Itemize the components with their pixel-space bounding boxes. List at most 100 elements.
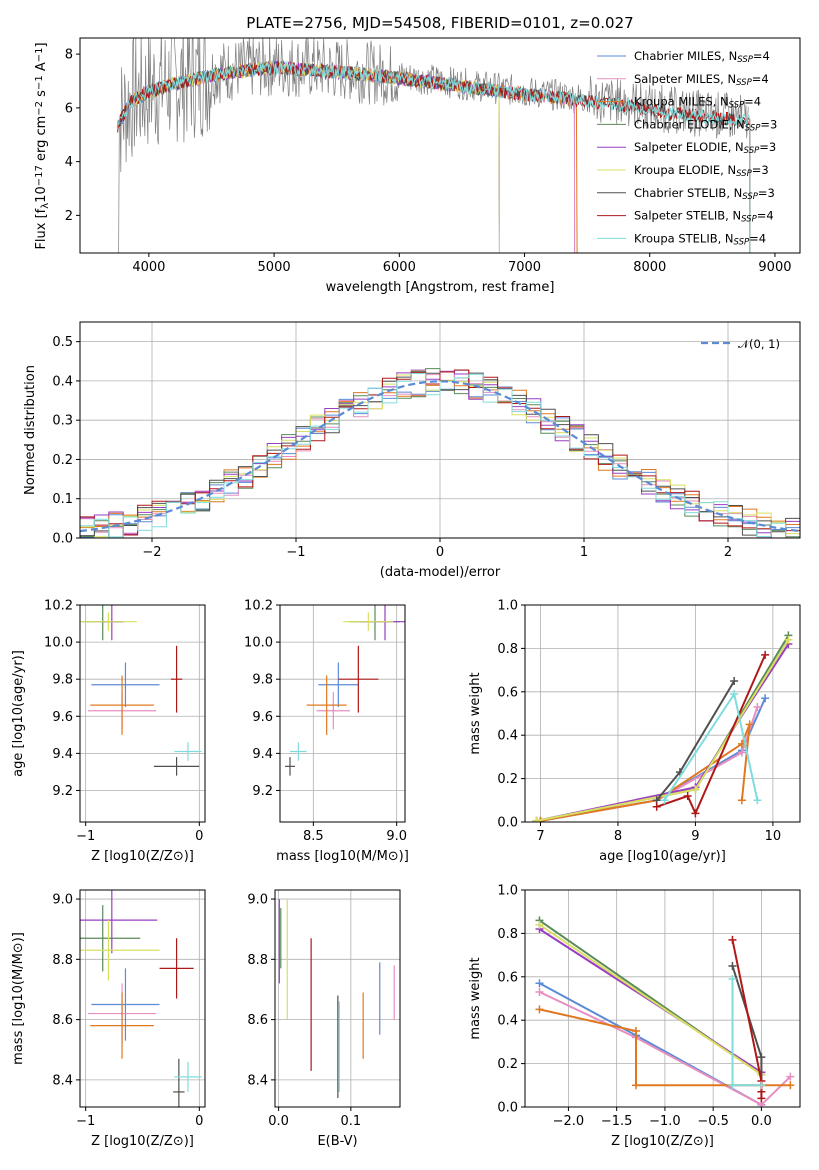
x-tick-label: −1: [76, 829, 95, 844]
y-tick-label: 0.4: [52, 374, 73, 389]
weight-marker: [535, 1005, 544, 1014]
x-tick-label: 1: [580, 545, 588, 560]
weight-marker: [757, 1053, 766, 1062]
weight-marker: [753, 702, 762, 711]
weight-marker: [730, 689, 739, 698]
y-tick-label: 0.2: [497, 772, 518, 787]
y-axis-label: mass weight: [468, 957, 483, 1039]
axes-frame: [279, 604, 406, 823]
y-tick-label: 6: [65, 101, 73, 116]
x-axis-label: E(B-V): [317, 1134, 357, 1149]
x-axis-label: Z [log10(Z/Z⊙)]: [91, 849, 194, 864]
weight-marker: [691, 809, 700, 818]
x-tick-label: −1: [76, 1114, 95, 1129]
weight-marker: [786, 1081, 795, 1090]
legend-label: Chabrier STELIB, NSSP=3: [634, 186, 775, 202]
axes-frame: [524, 604, 801, 823]
x-tick-label: 9: [691, 829, 699, 844]
x-tick-label: 0.1: [341, 1114, 362, 1129]
legend-label: Kroupa MILES, NSSP=4: [634, 95, 761, 111]
plot-area-weight-vs-Z: [535, 916, 795, 1107]
y-tick-label: 1.0: [497, 884, 518, 899]
y-tick-label: 8.4: [52, 1073, 73, 1088]
y-tick-label: 8.6: [52, 1013, 73, 1028]
x-axis-label: Z [log10(Z/Z⊙)]: [611, 1134, 714, 1149]
panel-age-vs-Z: −1 0 9.2 9.4 9.6 9.8 10.0 10.2 Z [log10(Z/Z⊙)] ag…: [11, 599, 206, 864]
axes-frame: [79, 37, 801, 254]
axes-frame: [79, 604, 206, 823]
legend-label: 𝒩(0, 1): [738, 337, 780, 351]
x-axis-label: wavelength [Angstrom, rest frame]: [326, 280, 555, 295]
x-tick-label: 5000: [258, 260, 291, 275]
weight-marker: [631, 1027, 640, 1036]
weight-marker: [728, 1081, 737, 1090]
y-tick-label: 9.0: [247, 893, 268, 908]
panel-age-vs-mass: 8.5 9.0 9.2 9.4 9.6 9.8 10.0 10.2 mass [log10(M/…: [244, 599, 409, 865]
y-tick-label: 9.2: [252, 784, 273, 799]
y-tick-label: 10.0: [44, 636, 73, 651]
y-tick-label: 0.5: [52, 335, 73, 350]
y-tick-label: 0.4: [497, 1014, 518, 1029]
legend-label: Kroupa ELODIE, NSSP=3: [634, 163, 769, 179]
normal-curve: [80, 380, 800, 533]
legend: Chabrier MILES, NSSP=4 Salpeter MILES, NS…: [597, 49, 777, 247]
x-tick-label: 0: [436, 545, 444, 560]
x-tick-label: 0: [195, 829, 203, 844]
y-tick-label: 9.6: [252, 710, 273, 725]
x-tick-label: 9000: [758, 260, 791, 275]
x-tick-label: −2: [142, 545, 161, 560]
y-tick-label: 10.2: [44, 599, 73, 614]
axes-frame: [79, 889, 206, 1108]
y-tick-label: 0.6: [497, 970, 518, 985]
weight-marker: [728, 974, 737, 983]
panel-mass-vs-Z: −1 0 8.4 8.6 8.8 9.0 Z [log10(Z/Z⊙)] mass [log1…: [11, 889, 206, 1149]
plot-area-mass-vs-Z: [80, 890, 202, 1107]
panel-mass-vs-EBV: 0.0 0.1 8.4 8.6 8.8 9.0 E(B-V): [247, 889, 401, 1149]
x-tick-label: 7000: [508, 260, 541, 275]
y-tick-label: 10.0: [244, 636, 273, 651]
weight-marker: [728, 961, 737, 970]
panel-weight-vs-Z: −2.0 −1.5 −1.0 −0.5 0.0 0.0 0.2 0.4 0.6 0.8 1.0 Z […: [468, 884, 801, 1149]
y-tick-label: 8.8: [52, 953, 73, 968]
histogram-step: [80, 373, 800, 538]
panel-residuals: −2 −1 0 1 2 0.0 0.1 0.2 0.3 0.4 0.5 (data-model)/er…: [23, 321, 801, 580]
model-line: [117, 60, 751, 253]
y-tick-label: 9.0: [52, 893, 73, 908]
weight-marker: [737, 748, 746, 757]
plot-area-spectrum: [117, 38, 751, 253]
panel-weight-vs-age: 7 8 9 10 0.0 0.2 0.4 0.6 0.8 1.0 age [log10(age/yr…: [468, 599, 801, 864]
y-axis-label: Normed distribution: [23, 365, 38, 495]
x-tick-label: −0.5: [697, 1114, 729, 1129]
y-tick-label: 10.2: [244, 599, 273, 614]
weight-line: [731, 965, 763, 1086]
x-tick-label: 7: [536, 829, 544, 844]
weight-marker: [730, 676, 739, 685]
plot-area-age-vs-Z: [80, 605, 202, 776]
panel-spectrum: 4000 5000 6000 7000 8000 9000 2 4 6 8 wavelength […: [34, 37, 801, 295]
y-tick-label: 0.0: [497, 816, 518, 831]
weight-marker: [784, 635, 793, 644]
weight-marker: [757, 1094, 766, 1103]
x-axis-label: Z [log10(Z/Z⊙)]: [91, 1134, 194, 1149]
weight-line: [656, 654, 767, 816]
y-tick-label: 0.8: [497, 927, 518, 942]
model-line: [117, 60, 751, 253]
y-tick-label: 8.4: [247, 1073, 268, 1088]
legend-label: Salpeter ELODIE, NSSP=3: [634, 140, 776, 156]
x-axis-label: age [log10(age/yr)]: [599, 849, 726, 864]
weight-marker: [532, 816, 541, 822]
y-tick-label: 9.2: [52, 784, 73, 799]
y-tick-label: 9.6: [52, 710, 73, 725]
x-axis-label: mass [log10(M/M⊙)]: [276, 849, 409, 864]
x-tick-label: −1: [286, 545, 305, 560]
y-tick-label: 9.4: [252, 747, 273, 762]
legend-label: Salpeter STELIB, NSSP=4: [634, 209, 774, 225]
y-tick-label: 8.8: [247, 953, 268, 968]
weight-marker: [535, 920, 544, 929]
y-tick-label: 0.2: [52, 453, 73, 468]
y-axis-label: Flux [fλ10−17 erg cm−2 s−1 A−1]: [34, 42, 51, 249]
x-tick-label: 0: [195, 1114, 203, 1129]
y-tick-label: 9.4: [52, 747, 73, 762]
plot-area-age-vs-mass: [285, 605, 405, 776]
